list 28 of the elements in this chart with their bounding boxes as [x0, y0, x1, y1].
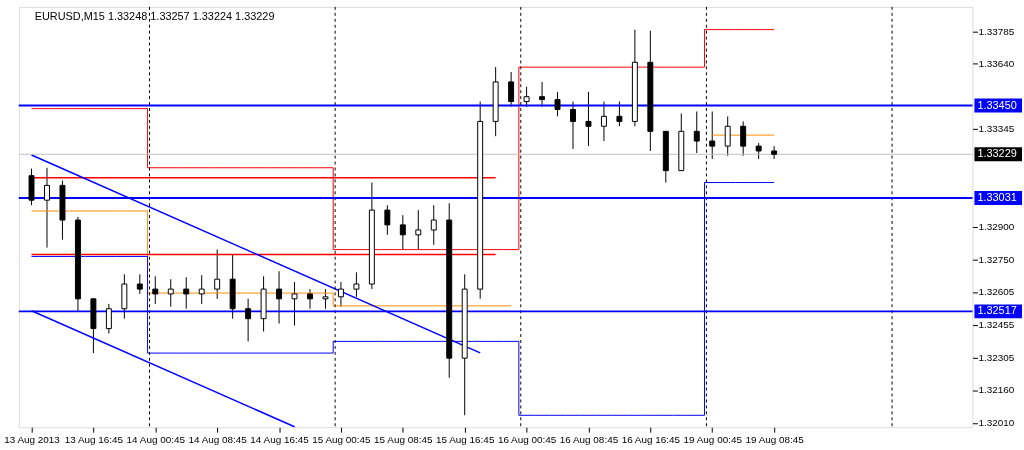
x-tick-label: 16 Aug 00:45	[497, 433, 557, 445]
x-tick-label: 14 Aug 00:45	[126, 433, 186, 445]
x-tick-label: 19 Aug 08:45	[745, 433, 805, 445]
x-tick-label: 15 Aug 00:45	[312, 433, 372, 445]
ref-line-label: 1.33031	[977, 190, 1017, 203]
y-tick-label: 1.33785	[978, 25, 1015, 37]
ref-line-label: 1.32517	[977, 304, 1017, 317]
x-tick-label: 16 Aug 08:45	[559, 433, 619, 445]
y-tick-label: 1.32160	[978, 384, 1015, 396]
y-tick-label: 1.32455	[978, 319, 1015, 331]
x-tick-label: 14 Aug 08:45	[188, 433, 248, 445]
chart-title: EURUSD,M15 1.33248 1.33257 1.33224 1.33229	[34, 9, 275, 22]
x-tick-label: 16 Aug 16:45	[621, 433, 681, 445]
y-tick-label: 1.32900	[978, 220, 1015, 232]
y-tick-label: 1.32305	[978, 352, 1015, 364]
x-tick-label: 19 Aug 00:45	[683, 433, 743, 445]
ref-line-label: 1.33450	[977, 98, 1017, 111]
y-tick-label: 1.33640	[978, 57, 1015, 69]
x-tick-label: 13 Aug 2013	[4, 433, 61, 445]
y-tick-label: 1.33345	[978, 122, 1015, 134]
x-tick-label: 14 Aug 16:45	[250, 433, 310, 445]
x-tick-label: 15 Aug 16:45	[436, 433, 495, 445]
y-tick-label: 1.32010	[978, 417, 1015, 429]
y-tick-label: 1.32750	[978, 253, 1015, 265]
x-tick-label: 15 Aug 08:45	[374, 433, 433, 445]
ref-line-label: 1.33229	[977, 147, 1017, 160]
x-tick-label: 13 Aug 16:45	[64, 433, 124, 445]
y-tick-label: 1.32605	[978, 285, 1015, 297]
